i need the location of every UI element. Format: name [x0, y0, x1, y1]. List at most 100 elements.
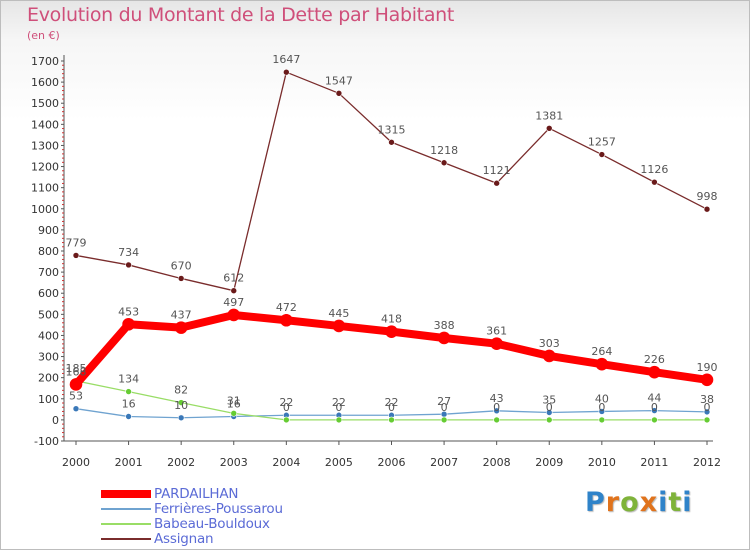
x-tick-label: 2009 [535, 456, 563, 469]
data-label-2: 0 [441, 401, 448, 414]
data-point-0 [385, 325, 398, 338]
data-label-3: 998 [697, 190, 718, 203]
data-label-0: 388 [434, 319, 455, 332]
legend-label: Ferrières-Poussarou [154, 501, 283, 517]
data-point-2 [651, 416, 658, 424]
y-tick-label: 400 [38, 329, 59, 342]
data-point-0 [332, 319, 346, 333]
data-label-2: 0 [493, 401, 500, 414]
y-tick-label: 900 [38, 224, 59, 237]
data-point-1 [72, 405, 80, 413]
data-point-3 [72, 252, 80, 259]
data-label-3: 1121 [483, 164, 511, 177]
y-tick-label: 1100 [31, 182, 59, 195]
data-label-3: 1647 [272, 53, 300, 66]
data-label-2: 134 [118, 373, 139, 386]
data-label-3: 612 [223, 272, 244, 285]
y-tick-label: 1500 [31, 97, 59, 110]
data-point-2 [177, 399, 185, 406]
y-tick-label: 1000 [31, 203, 59, 216]
data-label-3: 1218 [430, 144, 458, 157]
data-point-1 [493, 407, 500, 415]
y-tick-label: -100 [34, 435, 59, 448]
x-tick-label: 2006 [378, 456, 406, 469]
logo-letter: r [605, 487, 621, 518]
data-point-2 [703, 416, 711, 424]
data-point-0 [437, 331, 451, 345]
y-tick-label: 1600 [31, 76, 59, 89]
y-tick-label: 200 [38, 372, 59, 385]
y-tick-label: 0 [52, 414, 59, 427]
data-point-2 [545, 416, 553, 424]
data-point-2 [230, 410, 238, 417]
data-point-3 [703, 205, 711, 213]
data-point-0 [174, 321, 188, 334]
data-point-1 [125, 413, 132, 420]
data-label-0: 190 [697, 361, 718, 374]
data-label-2: 0 [704, 401, 711, 414]
data-point-3 [440, 159, 448, 167]
data-point-0 [648, 365, 661, 379]
data-point-0 [700, 373, 714, 387]
x-tick-label: 2001 [115, 456, 143, 469]
y-tick-label: 1200 [31, 161, 59, 174]
data-label-1: 43 [490, 392, 504, 405]
line-chart: -100010020030040050060070080090010001100… [31, 53, 721, 469]
data-point-3 [493, 179, 500, 187]
x-tick-label: 2008 [483, 456, 511, 469]
data-point-1 [177, 414, 185, 422]
data-point-3 [335, 90, 343, 97]
legend-swatch [101, 538, 151, 540]
data-point-2 [493, 416, 500, 424]
x-tick-label: 2010 [588, 456, 616, 469]
data-label-3: 1126 [640, 163, 668, 176]
data-label-1: 40 [595, 392, 609, 405]
data-label-0: 418 [381, 313, 402, 326]
data-label-1: 38 [700, 393, 714, 406]
data-point-3 [598, 151, 606, 158]
data-label-0: 226 [644, 353, 665, 366]
data-point-3 [125, 261, 132, 269]
data-point-1 [545, 409, 553, 416]
data-label-3: 1547 [325, 74, 353, 87]
legend-swatch [101, 490, 151, 498]
logo-letter: i [682, 487, 693, 518]
data-label-3: 734 [118, 246, 139, 259]
y-tick-label: 1400 [31, 118, 59, 131]
x-tick-label: 2000 [62, 456, 90, 469]
data-point-2 [598, 416, 606, 424]
data-point-0 [122, 317, 135, 331]
y-tick-label: 1300 [31, 139, 59, 152]
data-point-2 [335, 416, 343, 424]
data-label-2: 0 [283, 401, 290, 414]
data-label-2: 0 [546, 401, 553, 414]
legend-label: PARDAILHAN [154, 486, 239, 502]
proxiti-logo: Proxiti [585, 487, 693, 518]
data-point-1 [703, 408, 711, 416]
logo-letter: x [639, 487, 659, 518]
data-label-2: 82 [174, 384, 188, 397]
data-label-1: 27 [437, 395, 451, 408]
data-label-1: 53 [69, 390, 83, 403]
x-tick-label: 2004 [272, 456, 300, 469]
chart-subtitle: (en €) [27, 29, 60, 42]
legend-label: Assignan [154, 531, 214, 547]
data-point-0 [490, 337, 503, 350]
data-point-0 [69, 378, 83, 391]
logo-letter: t [668, 487, 683, 518]
data-label-2: 0 [651, 401, 658, 414]
data-label-3: 1257 [588, 136, 616, 149]
data-label-1: 44 [647, 392, 661, 405]
x-tick-label: 2002 [167, 456, 195, 469]
y-tick-label: 800 [38, 245, 59, 258]
data-label-1: 35 [542, 394, 556, 407]
y-tick-label: 1700 [31, 55, 59, 68]
y-tick-label: 700 [38, 266, 59, 279]
data-label-3: 670 [171, 259, 192, 272]
y-tick-label: 100 [38, 393, 59, 406]
x-tick-label: 2003 [220, 456, 248, 469]
y-tick-label: 600 [38, 287, 59, 300]
data-label-0: 303 [539, 337, 560, 350]
data-label-1: 22 [332, 396, 346, 409]
